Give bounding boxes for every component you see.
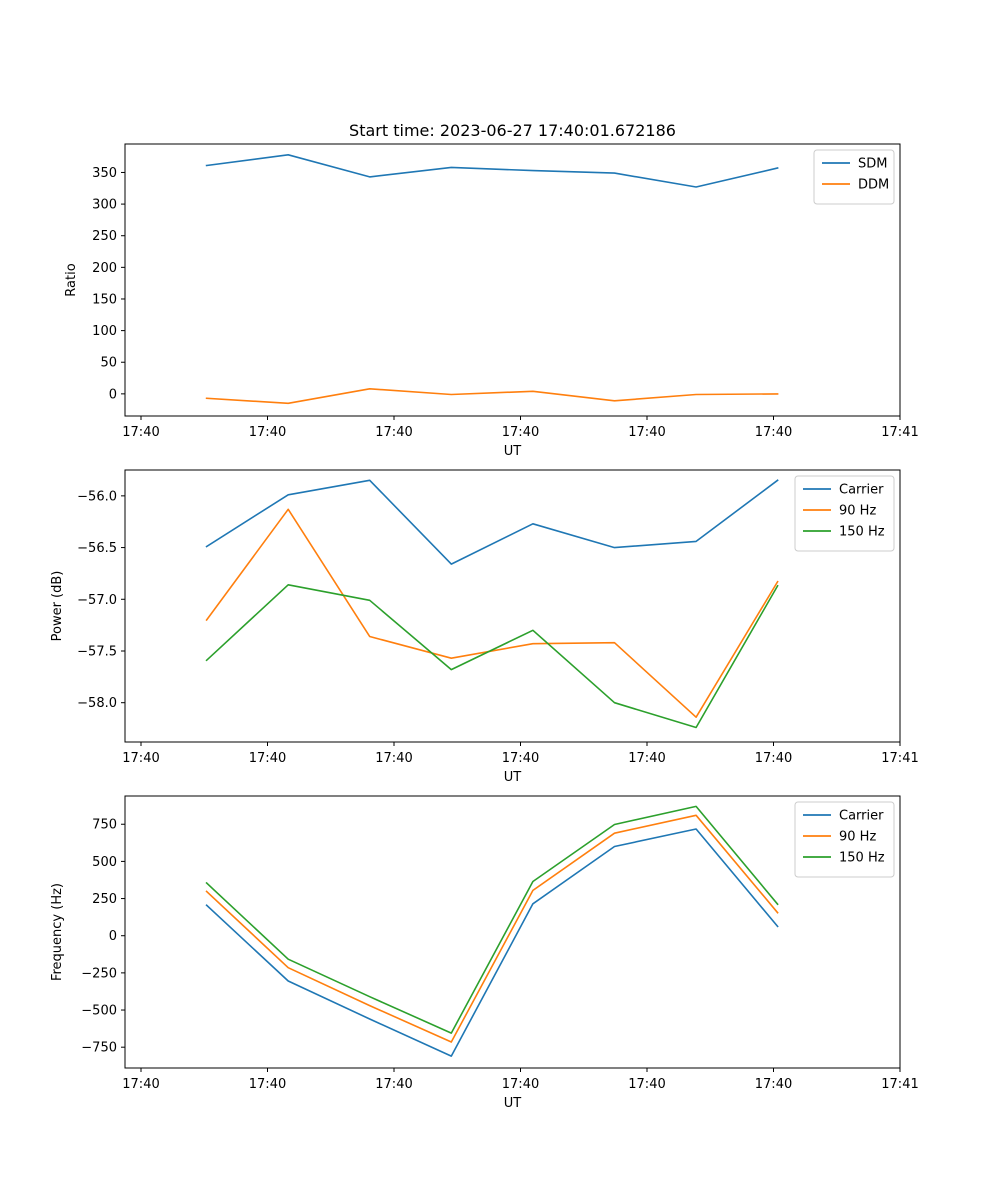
y-tick-label: 300 [92,198,117,213]
ratio-panel: 17:40 17:40 17:40 17:40 17:40 17:40 17:41 0 50 10… [64,143,919,459]
x-axis-label: UT [504,1096,522,1111]
x-tick-label: 17:40 [628,425,665,440]
x-tick-label: 17:40 [628,751,665,766]
x-tick-label: 17:40 [502,1077,539,1092]
series-line-90-hz [205,508,779,719]
y-tick-label: −56.0 [77,489,117,504]
plot-frame [124,469,901,743]
plot-frame [124,143,901,417]
x-tick-label: 17:40 [122,751,159,766]
legend: Carrier 90 Hz 150 Hz [794,801,895,878]
y-axis-label: Frequency (Hz) [50,883,65,981]
series-line-150-hz [205,805,779,1034]
legend-label: DDM [858,178,889,193]
x-tick-label: 17:40 [755,1077,792,1092]
y-tick-label: 200 [92,261,117,276]
legend-label: 90 Hz [839,504,876,519]
power-panel: 17:40 17:40 17:40 17:40 17:40 17:40 17:41 −58.0… [50,469,919,785]
frequency-panel: 17:40 17:40 17:40 17:40 17:40 17:40 17:41 −750 −… [50,795,919,1111]
x-tick-label: 17:40 [122,1077,159,1092]
y-tick-label: −250 [81,966,117,981]
y-tick-label: 0 [109,387,117,402]
x-tick-label: 17:40 [375,1077,412,1092]
y-tick-label: −58.0 [77,696,117,711]
series-line-90-hz [205,814,779,1043]
x-tick-label: 17:40 [249,425,286,440]
series-line-carrier [205,479,779,565]
series-line-150-hz [205,583,779,729]
y-tick-label: −57.0 [77,593,117,608]
x-tick-label: 17:41 [881,1077,918,1092]
y-axis-label: Power (dB) [50,571,65,642]
legend-label: Carrier [839,483,884,498]
y-tick-label: 250 [92,229,117,244]
legend-label: SDM [858,157,887,172]
y-tick-label: 50 [100,356,117,371]
legend-label: 90 Hz [839,830,876,845]
legend-box [794,801,895,878]
x-axis-label: UT [504,444,522,459]
x-tick-label: 17:40 [249,751,286,766]
series-line-ddm [205,387,779,405]
y-tick-label: −57.5 [77,644,117,659]
x-tick-label: 17:41 [881,425,918,440]
y-tick-label: 250 [92,892,117,907]
y-tick-label: −500 [81,1004,117,1019]
y-tick-label: 750 [92,818,117,833]
x-tick-label: 17:41 [881,751,918,766]
x-tick-label: 17:40 [375,751,412,766]
y-tick-label: 350 [92,166,117,181]
x-axis-label: UT [504,770,522,785]
x-tick-label: 17:40 [755,425,792,440]
legend-label: Carrier [839,809,884,824]
series-line-carrier [205,828,779,1057]
legend: SDM DDM [813,149,895,205]
legend-label: 150 Hz [839,525,885,540]
x-tick-label: 17:40 [502,425,539,440]
x-tick-label: 17:40 [122,425,159,440]
y-tick-label: −56.5 [77,541,117,556]
x-tick-label: 17:40 [755,751,792,766]
series-line-sdm [205,154,779,188]
figure-title: Start time: 2023-06-27 17:40:01.672186 [349,121,676,140]
y-tick-label: 500 [92,855,117,870]
y-tick-label: 150 [92,292,117,307]
y-tick-label: 0 [109,929,117,944]
y-tick-label: 100 [92,324,117,339]
legend-box [794,475,895,552]
legend: Carrier 90 Hz 150 Hz [794,475,895,552]
x-tick-label: 17:40 [628,1077,665,1092]
plot-frame [124,795,901,1069]
x-tick-label: 17:40 [375,425,412,440]
x-tick-label: 17:40 [249,1077,286,1092]
y-tick-label: −750 [81,1041,117,1056]
legend-label: 150 Hz [839,851,885,866]
y-axis-label: Ratio [64,263,79,296]
x-tick-label: 17:40 [502,751,539,766]
